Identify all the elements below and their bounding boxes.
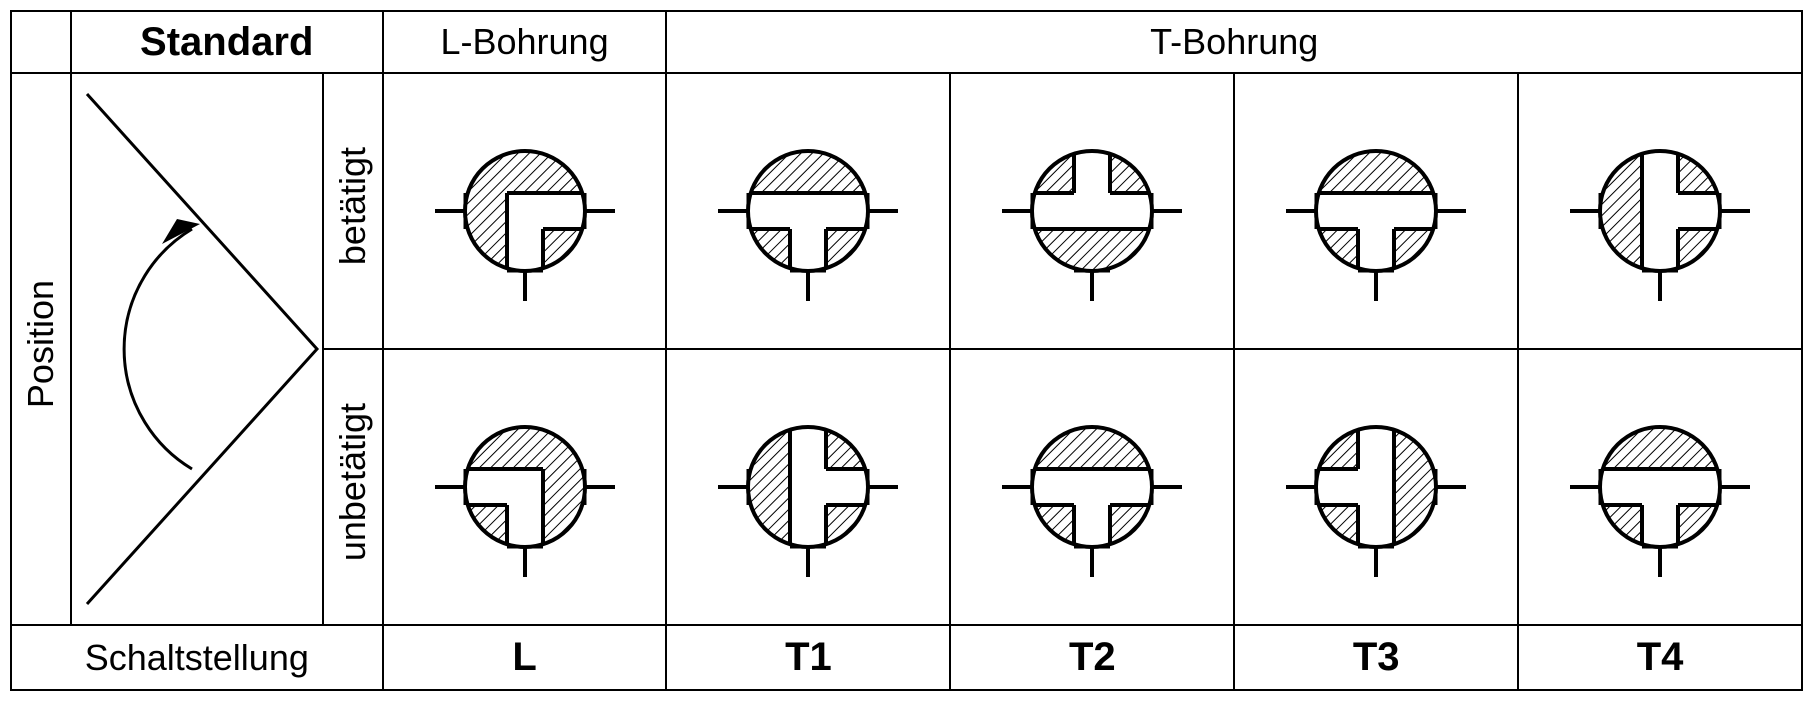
footer-code-T1: T1 — [666, 625, 950, 690]
header-standard: Standard — [71, 11, 383, 73]
footer-code-T3: T3 — [1234, 625, 1518, 690]
cell-T1-unactuated — [666, 349, 950, 625]
valve-position-table: Standard L-Bohrung T-Bohrung Position be… — [10, 10, 1803, 691]
unactuated-label-cell: unbetätigt — [323, 349, 383, 625]
valve-icon — [430, 116, 620, 306]
cell-L-actuated — [383, 73, 667, 349]
footer-code-T2: T2 — [950, 625, 1234, 690]
footer-label: Schaltstellung — [11, 625, 383, 690]
unactuated-label: unbetätigt — [332, 403, 374, 561]
footer-code-L: L — [383, 625, 667, 690]
valve-icon — [713, 392, 903, 582]
cell-T4-unactuated — [1518, 349, 1802, 625]
cell-T2-actuated — [950, 73, 1234, 349]
position-label-cell: Position — [11, 73, 71, 625]
valve-icon — [430, 392, 620, 582]
cell-T1-actuated — [666, 73, 950, 349]
footer-code-T4: T4 — [1518, 625, 1802, 690]
header-blank — [11, 11, 71, 73]
header-t-bore: T-Bohrung — [666, 11, 1802, 73]
cell-L-unactuated — [383, 349, 667, 625]
valve-icon — [997, 392, 1187, 582]
cell-T3-unactuated — [1234, 349, 1518, 625]
valve-icon — [1281, 116, 1471, 306]
cell-T4-actuated — [1518, 73, 1802, 349]
valve-icon — [1565, 116, 1755, 306]
actuated-label: betätigt — [332, 147, 374, 265]
cell-T2-unactuated — [950, 349, 1234, 625]
valve-icon — [713, 116, 903, 306]
actuated-label-cell: betätigt — [323, 73, 383, 349]
rotation-arrow-icon — [72, 74, 322, 624]
valve-icon — [997, 116, 1187, 306]
header-l-bore: L-Bohrung — [383, 11, 667, 73]
valve-icon — [1565, 392, 1755, 582]
position-label: Position — [20, 280, 62, 408]
cell-T3-actuated — [1234, 73, 1518, 349]
valve-icon — [1281, 392, 1471, 582]
rotation-arrow-cell — [71, 73, 323, 625]
